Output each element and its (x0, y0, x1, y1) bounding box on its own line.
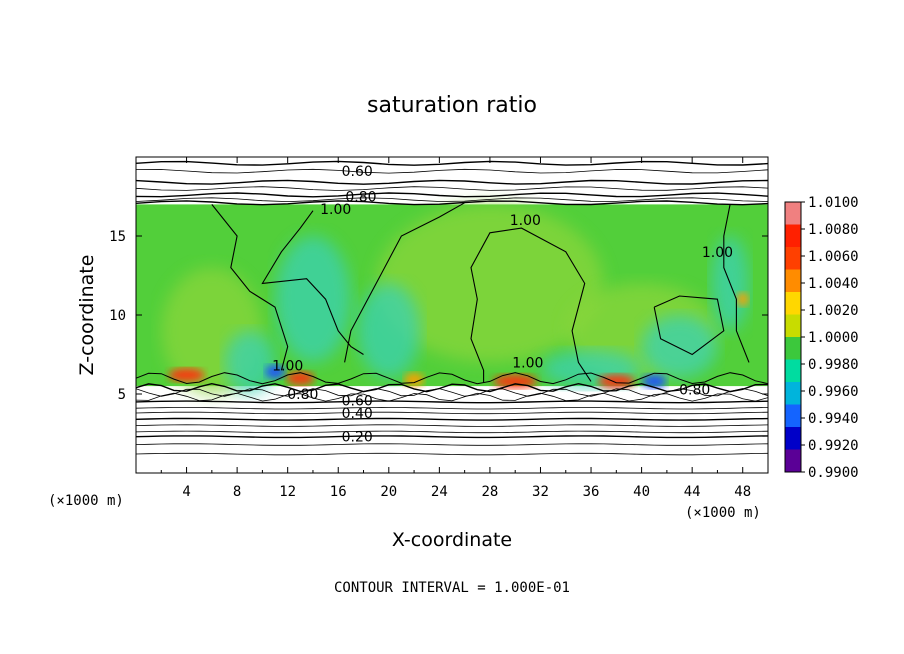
field-blob (224, 330, 275, 394)
x-axis-ticks: 4 8 12 16 20 24 28 32 36 40 44 48 (160, 157, 751, 500)
lower-contour (135, 443, 769, 446)
contour-1.00 (261, 210, 364, 355)
colorbar-swatch (785, 359, 801, 383)
y-tick-label: 5 (118, 387, 126, 403)
y-axis-ticks: 5 10 15 (109, 229, 768, 403)
y-tick-label: 15 (109, 229, 126, 245)
colorbar-label: 1.0040 (808, 276, 859, 292)
contour-label: 0.20 (342, 430, 373, 446)
contour-labels: 0.600.801.001.001.001.00 1.000.80 0.600.80… (272, 164, 733, 445)
colorbar-label: 0.9960 (808, 384, 859, 400)
field-blob (641, 315, 718, 379)
upper-contour (135, 179, 769, 185)
contour-label: 1.00 (510, 213, 541, 229)
x-tick-label: 48 (734, 484, 751, 500)
y-axis-label: Z-coordinate (76, 255, 98, 376)
lower-contour (135, 400, 769, 404)
colorbar-swatch (785, 224, 801, 248)
contour-label: 0.80 (679, 382, 710, 398)
colorbar-swatch (785, 269, 801, 293)
colorbar-swatch (785, 314, 801, 338)
field-blob (275, 236, 351, 363)
colorbar-swatch (785, 292, 801, 315)
x-tick-label: 16 (330, 484, 347, 500)
upper-contour (135, 197, 769, 203)
upper-contour (135, 186, 769, 191)
contour-label: 0.40 (342, 406, 373, 422)
x-tick-label: 36 (583, 484, 600, 500)
contour-label: 0.60 (342, 393, 373, 409)
contour-1.00 (344, 202, 465, 363)
contour-label: 0.80 (287, 387, 318, 403)
contour-interval-note: CONTOUR INTERVAL = 1.000E-01 (334, 580, 570, 596)
field-spot (736, 292, 749, 307)
x-tick-label: 4 (182, 484, 190, 500)
lower-contour (135, 435, 769, 439)
x-tick-label: 44 (684, 484, 701, 500)
contour-0.80 (653, 295, 725, 356)
x-tick-label: 12 (279, 484, 296, 500)
lower-contour (135, 430, 769, 434)
lower-contour (135, 417, 769, 421)
colorbar-swatch (785, 382, 801, 405)
contour-lines (135, 160, 769, 456)
contour-1.00 (470, 227, 592, 383)
colorbar-label: 1.0060 (808, 249, 859, 265)
field-spot (642, 374, 667, 389)
x-unit-left: (×1000 m) (48, 493, 124, 509)
x-tick-label: 32 (532, 484, 549, 500)
field-spot (168, 368, 205, 383)
colorbar-label: 0.9900 (808, 465, 859, 481)
field-blob (376, 204, 604, 363)
x-tick-label: 20 (380, 484, 397, 500)
x-unit-right: (×1000 m) (685, 505, 761, 521)
y-tick-label: 10 (109, 308, 126, 324)
colorbar-swatch (785, 449, 801, 473)
colorbar-swatch (785, 202, 801, 225)
x-axis-label: X-coordinate (392, 529, 512, 551)
contour-1.00 (211, 204, 289, 371)
lower-contour (135, 406, 769, 410)
contour-1.00 (723, 204, 750, 363)
upper-contour (135, 192, 769, 198)
lower-contour (135, 452, 769, 456)
colorbar-label: 0.9940 (808, 411, 859, 427)
contour-label: 1.00 (320, 202, 351, 218)
boundary-contour (135, 372, 769, 385)
lower-contour (135, 392, 769, 402)
field-blob (357, 283, 421, 379)
colorbar-label: 0.9920 (808, 438, 859, 454)
field-spot (265, 364, 286, 379)
upper-contour (135, 160, 769, 166)
field-spot (598, 374, 635, 389)
colorbar-label: 1.0100 (808, 195, 859, 211)
x-tick-label: 24 (431, 484, 448, 500)
chart-title: saturation ratio (367, 93, 537, 118)
lower-contour (135, 382, 769, 393)
colorbar-swatch (785, 404, 801, 428)
contour-label: 1.00 (512, 355, 543, 371)
contour-label: 0.80 (345, 190, 376, 206)
colorbar-label: 1.0020 (808, 303, 859, 319)
x-tick-label: 40 (633, 484, 650, 500)
colorbar-swatch (785, 247, 801, 270)
colorbar-swatch (785, 427, 801, 450)
x-tick-label: 8 (233, 484, 241, 500)
x-tick-label: 28 (481, 484, 498, 500)
upper-contour (135, 168, 769, 174)
contour-label: 0.60 (342, 164, 373, 180)
colorbar-label: 0.9980 (808, 357, 859, 373)
lower-contour (135, 424, 769, 427)
colorbar-label: 1.0000 (808, 330, 859, 346)
lower-contour (135, 411, 769, 415)
upper-contour (135, 200, 769, 206)
colorbar: 1.0100 1.0080 1.0060 1.0040 1.0020 1.0000 0.99… (784, 195, 859, 481)
colorbar-label: 1.0080 (808, 222, 859, 238)
contour-label: 1.00 (272, 359, 303, 375)
contour-label: 1.00 (702, 245, 733, 261)
colorbar-swatch (785, 337, 801, 360)
lower-contour (135, 388, 769, 397)
